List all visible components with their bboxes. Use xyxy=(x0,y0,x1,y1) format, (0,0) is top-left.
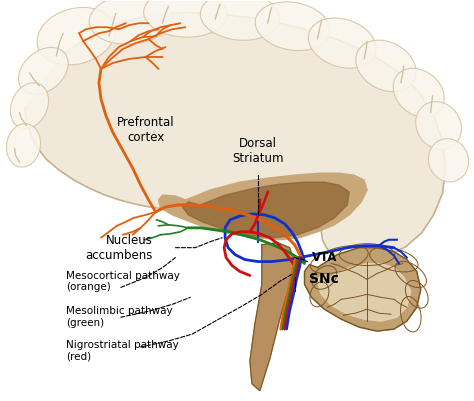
Polygon shape xyxy=(182,182,349,238)
Ellipse shape xyxy=(144,0,227,37)
Polygon shape xyxy=(318,263,411,321)
Ellipse shape xyxy=(7,124,41,167)
Ellipse shape xyxy=(428,139,469,182)
Text: Prefrontal
cortex: Prefrontal cortex xyxy=(117,116,174,144)
Text: Nucleus
accumbens: Nucleus accumbens xyxy=(85,234,153,262)
Ellipse shape xyxy=(37,7,115,65)
Ellipse shape xyxy=(393,68,444,117)
Polygon shape xyxy=(304,248,421,331)
Polygon shape xyxy=(250,243,295,391)
Ellipse shape xyxy=(89,0,173,44)
Text: Nigrostriatal pathway
(red): Nigrostriatal pathway (red) xyxy=(66,340,179,362)
Text: Mesocortical pathway
(orange): Mesocortical pathway (orange) xyxy=(66,271,180,292)
Text: VTA: VTA xyxy=(311,251,337,264)
Text: Dorsal
Striatum: Dorsal Striatum xyxy=(232,137,283,165)
Text: SNc: SNc xyxy=(310,272,339,286)
Ellipse shape xyxy=(416,101,462,150)
Polygon shape xyxy=(158,173,367,240)
Ellipse shape xyxy=(255,2,330,51)
Polygon shape xyxy=(26,12,446,261)
Ellipse shape xyxy=(356,40,416,92)
Ellipse shape xyxy=(201,0,280,40)
Ellipse shape xyxy=(10,83,48,129)
Ellipse shape xyxy=(309,18,376,68)
Ellipse shape xyxy=(18,47,68,94)
Text: Mesolimbic pathway
(green): Mesolimbic pathway (green) xyxy=(66,306,173,328)
